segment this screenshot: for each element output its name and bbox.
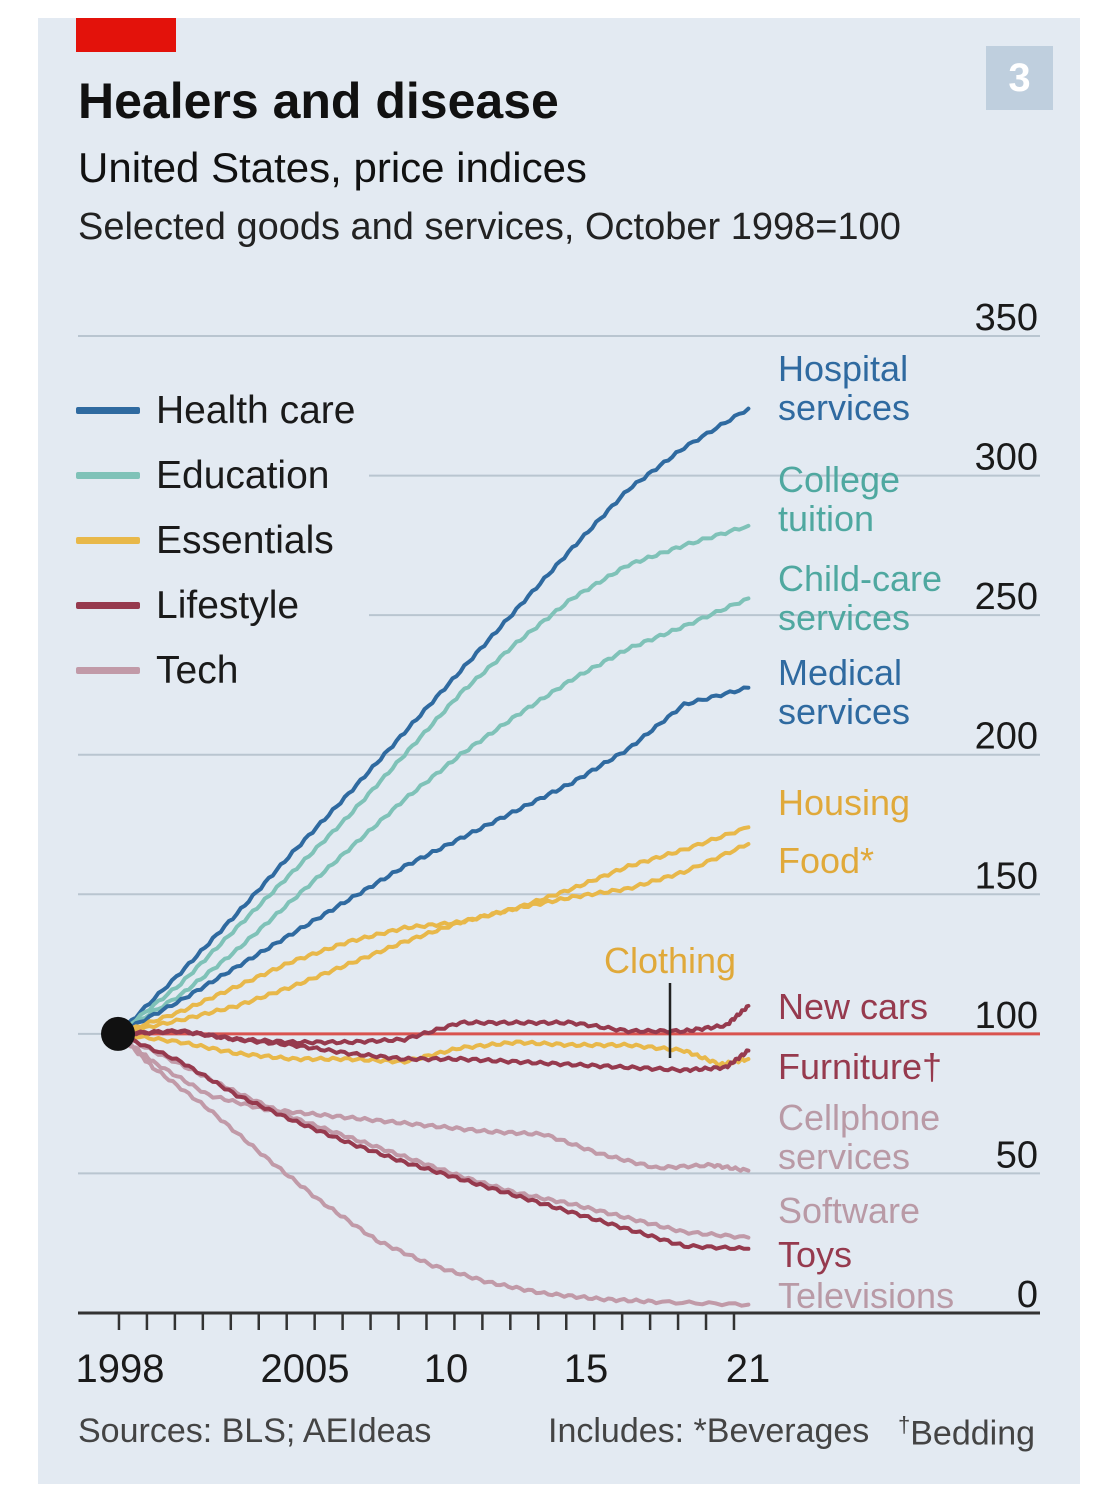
legend-swatch [76, 602, 140, 609]
chart-title: Healers and disease [78, 73, 559, 129]
series-annotation: Child-care services [778, 558, 942, 638]
series-annotation: Software [778, 1190, 920, 1231]
series-annotation: Televisions [778, 1275, 954, 1316]
series-annotations: Hospital services College tuition Child-care… [604, 348, 954, 1316]
series-line-food [116, 842, 751, 1036]
legend-item-tech: Tech [76, 638, 355, 703]
series-line-software [116, 1031, 751, 1240]
series-annotation: Furniture† [778, 1046, 942, 1087]
legend-item-health-care: Health care [76, 378, 355, 443]
y-axis-tick-labels: 0 50 100 150 200 250 300 350 [975, 297, 1038, 1316]
footer-bedding-label: Bedding [910, 1414, 1036, 1453]
legend-label: Essentials [156, 518, 334, 562]
y-tick-label: 50 [996, 1134, 1038, 1176]
y-tick-label: 250 [975, 576, 1038, 618]
x-tick-label: 1998 [76, 1347, 165, 1391]
x-tick-label: 21 [726, 1347, 771, 1391]
series-line-college-tuition [116, 523, 751, 1036]
series-line-televisions [116, 1031, 751, 1308]
series-annotation: Housing [778, 782, 910, 823]
series-annotation: Medical services [778, 652, 910, 732]
legend: Health care Education Essentials Lifesty… [76, 378, 370, 703]
y-tick-label: 200 [975, 716, 1038, 758]
x-tick-label: 15 [564, 1347, 609, 1391]
y-tick-label: 350 [975, 297, 1038, 339]
chart-subtitle: United States, price indices [78, 144, 587, 191]
legend-item-education: Education [76, 443, 355, 508]
chart-description: Selected goods and services, October 199… [78, 206, 901, 248]
x-axis: 1998 2005 10 15 21 [76, 1311, 1040, 1391]
footer-includes: Includes: *Beverages [548, 1412, 870, 1450]
legend-swatch [76, 472, 140, 479]
legend-label: Education [156, 453, 330, 497]
y-tick-label: 300 [975, 437, 1038, 479]
legend-label: Health care [156, 388, 356, 432]
legend-swatch [76, 537, 140, 544]
chart-number-badge: 3 [986, 46, 1053, 110]
series-line-cellphone-services [116, 1031, 751, 1173]
series-annotation: Hospital services [778, 348, 910, 428]
y-tick-label: 150 [975, 855, 1038, 897]
start-point-dot [101, 1016, 135, 1051]
series-line-child-care-services [116, 596, 751, 1036]
y-tick-label: 0 [1017, 1274, 1038, 1316]
x-tick-label: 2005 [261, 1347, 350, 1391]
y-tick-label: 100 [975, 995, 1038, 1037]
series-annotation: Food* [778, 840, 874, 881]
dagger-mark: † [898, 1412, 911, 1437]
series-annotation: College tuition [778, 459, 900, 539]
footer-sources: Sources: BLS; AEIdeas [78, 1412, 432, 1450]
series-line-toys [116, 1031, 751, 1251]
legend-item-lifestyle: Lifestyle [76, 573, 355, 638]
x-tick-label: 10 [424, 1347, 469, 1391]
brand-red-tag [76, 18, 176, 52]
series-line-medical-services [116, 685, 751, 1036]
series-annotation: Cellphone services [778, 1097, 940, 1177]
legend-label: Lifestyle [156, 583, 300, 627]
series-line-clothing [116, 1031, 751, 1067]
series-line-hospital-services [116, 406, 751, 1036]
legend-label: Tech [156, 648, 239, 692]
legend-swatch [76, 407, 140, 414]
legend-swatch [76, 667, 140, 674]
series-lines [101, 406, 751, 1308]
series-line-furniture [116, 1028, 751, 1074]
series-annotation: Clothing [604, 940, 736, 981]
legend-item-essentials: Essentials [76, 508, 355, 573]
series-line-housing [116, 825, 751, 1036]
chart-panel [38, 18, 1080, 1484]
series-annotation: New cars [778, 986, 928, 1027]
footer-bedding: †Bedding [898, 1412, 1035, 1453]
series-annotation: Toys [778, 1234, 852, 1275]
